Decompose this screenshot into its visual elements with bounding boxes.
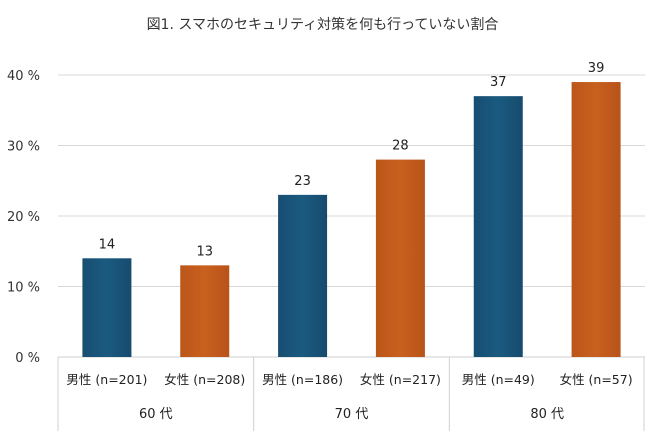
y-tick-label: 0 % [15,351,40,366]
x-tick-label: 女性 (n=217) [360,372,441,387]
data-label: 28 [392,139,409,154]
bar-female [180,265,230,357]
bar-male [278,194,328,357]
data-label: 37 [490,75,507,90]
data-label: 13 [196,244,213,259]
y-tick-label: 30 % [7,140,40,155]
x-tick-label: 男性 (n=201) [66,372,147,387]
data-label: 14 [99,237,116,252]
group-label: 60 代 [139,407,173,422]
y-tick-label: 10 % [7,281,40,296]
bar-female [571,82,621,358]
x-tick-label: 男性 (n=49) [462,372,535,387]
data-label: 39 [588,61,605,76]
data-label: 23 [294,174,311,189]
x-tick-label: 男性 (n=186) [262,372,343,387]
bar-female [375,159,425,357]
y-tick-label: 20 % [7,210,40,225]
y-tick-label: 40 % [7,69,40,84]
group-label: 80 代 [530,407,564,422]
bar-male [82,258,132,357]
x-tick-label: 女性 (n=208) [164,372,245,387]
group-label: 70 代 [335,407,369,422]
x-tick-label: 女性 (n=57) [560,372,633,387]
bar-male [473,96,523,358]
chart-title: 図1. スマホのセキュリティ対策を何も行っていない割合 [146,17,499,33]
